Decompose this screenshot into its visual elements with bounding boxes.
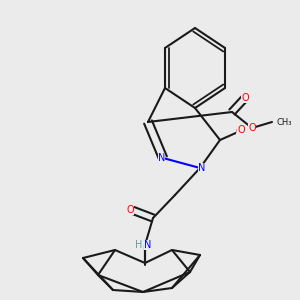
Text: O: O xyxy=(237,125,245,136)
Text: O: O xyxy=(127,205,134,215)
Text: N: N xyxy=(158,153,165,163)
Text: CH₃: CH₃ xyxy=(277,118,292,127)
Text: O: O xyxy=(248,123,256,133)
Text: O: O xyxy=(241,93,249,103)
Text: H: H xyxy=(135,240,143,250)
Text: N: N xyxy=(144,240,152,250)
Text: O: O xyxy=(236,127,243,137)
Text: N: N xyxy=(198,163,205,173)
